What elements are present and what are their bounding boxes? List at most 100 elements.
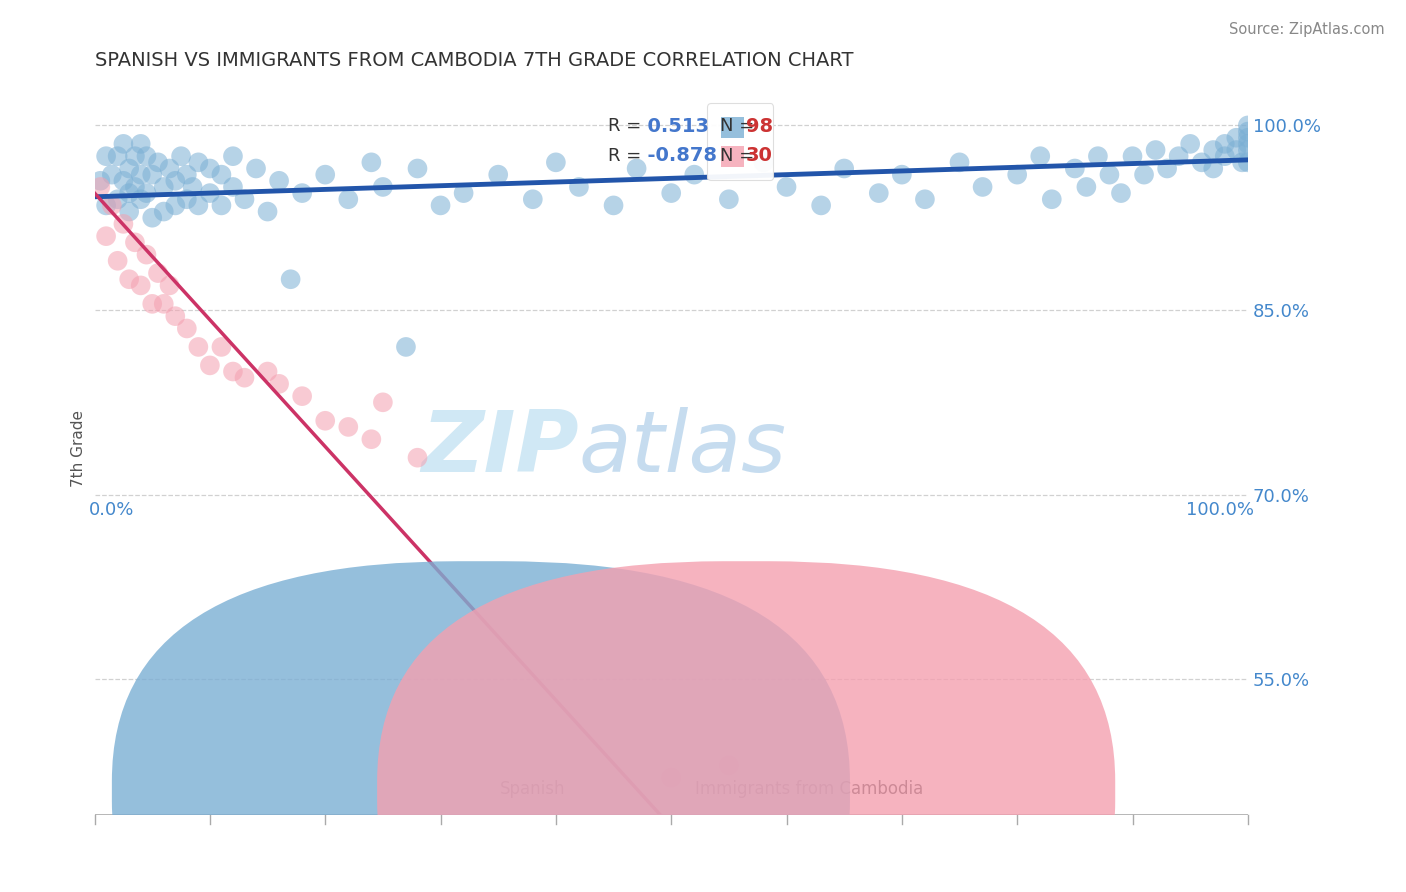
Point [626, 161, 648, 176]
Point [129, 278, 152, 293]
Point [1063, 161, 1085, 176]
Point [868, 186, 890, 200]
Point [544, 155, 567, 169]
Point [165, 309, 187, 323]
Point [972, 180, 994, 194]
Point [1029, 149, 1052, 163]
Point [659, 771, 682, 785]
Point [124, 180, 146, 194]
Point [159, 161, 181, 176]
Point [135, 186, 157, 200]
Point [280, 272, 302, 286]
Point [165, 174, 187, 188]
Text: Immigrants from Cambodia: Immigrants from Cambodia [696, 780, 924, 798]
Point [602, 198, 624, 212]
Point [775, 180, 797, 194]
Point [406, 450, 429, 465]
Point [1213, 136, 1236, 151]
Point [1121, 149, 1143, 163]
Point [233, 192, 256, 206]
Point [810, 198, 832, 212]
Point [256, 365, 278, 379]
Point [1237, 125, 1260, 139]
Point [832, 161, 855, 176]
Point [209, 168, 232, 182]
Point [371, 180, 394, 194]
Point [1213, 149, 1236, 163]
Text: Spanish: Spanish [501, 780, 565, 798]
Text: R =: R = [607, 117, 641, 136]
Point [209, 198, 232, 212]
Point [112, 217, 135, 231]
Point [1225, 130, 1247, 145]
Point [1076, 180, 1098, 194]
Point [101, 168, 124, 182]
Point [170, 149, 193, 163]
Point [1133, 168, 1156, 182]
Point [1087, 149, 1109, 163]
Point [107, 192, 129, 206]
Text: Source: ZipAtlas.com: Source: ZipAtlas.com [1229, 22, 1385, 37]
Point [1098, 168, 1121, 182]
Point [717, 192, 740, 206]
Point [222, 365, 245, 379]
Text: -0.878: -0.878 [634, 146, 717, 165]
Point [1191, 155, 1213, 169]
Text: N =: N = [720, 146, 759, 164]
Point [124, 149, 146, 163]
Point [1202, 143, 1225, 157]
Point [198, 359, 221, 373]
Point [486, 168, 509, 182]
Point [94, 149, 117, 163]
Point [152, 180, 174, 194]
Point [1230, 155, 1253, 169]
Point [146, 266, 169, 280]
Point [141, 168, 163, 182]
Point [89, 180, 111, 194]
Point [222, 180, 245, 194]
Point [314, 414, 336, 428]
Point [683, 168, 706, 182]
Point [360, 155, 382, 169]
Text: SPANISH VS IMMIGRANTS FROM CAMBODIA 7TH GRADE CORRELATION CHART: SPANISH VS IMMIGRANTS FROM CAMBODIA 7TH … [94, 51, 853, 70]
Point [198, 161, 221, 176]
Point [314, 168, 336, 182]
Point [522, 192, 544, 206]
Point [118, 272, 141, 286]
Point [406, 161, 429, 176]
Point [360, 432, 382, 446]
Point [107, 253, 129, 268]
Point [1109, 186, 1132, 200]
Point [1202, 161, 1225, 176]
Point [1237, 119, 1260, 133]
Point [568, 180, 591, 194]
Point [152, 297, 174, 311]
Point [1178, 136, 1201, 151]
Y-axis label: 7th Grade: 7th Grade [72, 410, 86, 487]
Point [165, 198, 187, 212]
Text: R =: R = [607, 146, 641, 164]
Point [112, 174, 135, 188]
Point [717, 758, 740, 772]
Point [209, 340, 232, 354]
Point [1156, 161, 1178, 176]
Point [1237, 143, 1260, 157]
Point [135, 247, 157, 261]
Point [141, 211, 163, 225]
Point [291, 186, 314, 200]
Point [914, 192, 936, 206]
Point [198, 186, 221, 200]
Point [129, 168, 152, 182]
Text: 30: 30 [747, 146, 773, 165]
Point [1237, 136, 1260, 151]
FancyBboxPatch shape [112, 561, 851, 892]
FancyBboxPatch shape [377, 561, 1115, 892]
Point [129, 136, 152, 151]
Point [176, 321, 198, 335]
Point [187, 198, 209, 212]
Point [135, 149, 157, 163]
Text: 98: 98 [747, 117, 773, 136]
Point [429, 198, 451, 212]
Text: atlas: atlas [579, 407, 787, 490]
Point [187, 155, 209, 169]
